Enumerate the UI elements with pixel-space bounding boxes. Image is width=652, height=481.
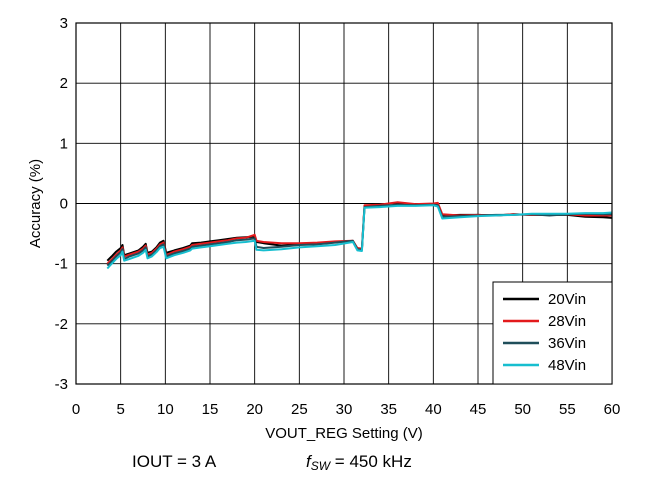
legend-label-36vin: 36Vin — [548, 335, 586, 352]
x-tick-label: 25 — [291, 401, 308, 418]
y-tick-label: -3 — [55, 376, 68, 393]
chart-series — [106, 201, 613, 270]
y-tick-label: 1 — [60, 135, 68, 152]
chart-grid — [76, 23, 612, 384]
y-tick-labels: 3 2 1 0 -1 -2 -3 — [55, 15, 68, 393]
x-tick-label: 15 — [202, 401, 219, 418]
y-tick-label: 0 — [60, 196, 68, 213]
y-tick-label: 3 — [60, 15, 68, 32]
x-tick-label: 60 — [604, 401, 621, 418]
fsw-value: = 450 kHz — [330, 452, 412, 471]
y-tick-label: -1 — [55, 256, 68, 273]
fsw-condition: fSW = 450 kHz — [306, 452, 412, 473]
fsw-subscript: SW — [310, 459, 331, 473]
fsw-symbol: f — [306, 452, 311, 471]
iout-condition: IOUT = 3 A — [132, 452, 217, 471]
x-tick-label: 5 — [116, 401, 124, 418]
test-conditions: IOUT = 3 A fSW = 450 kHz — [0, 452, 652, 476]
y-tick-label: -2 — [55, 316, 68, 333]
x-tick-label: 50 — [514, 401, 531, 418]
legend-label-28vin: 28Vin — [548, 313, 586, 330]
x-tick-labels: 0 5 10 15 20 25 30 35 40 45 50 55 60 — [72, 401, 621, 418]
x-tick-label: 55 — [559, 401, 576, 418]
y-tick-label: 2 — [60, 75, 68, 92]
x-axis-title: VOUT_REG Setting (V) — [265, 425, 423, 442]
x-tick-label: 30 — [336, 401, 353, 418]
x-tick-label: 45 — [470, 401, 487, 418]
series-line-28vin — [106, 201, 612, 265]
x-tick-label: 35 — [380, 401, 397, 418]
y-axis-title: Accuracy (%) — [27, 159, 44, 248]
chart-legend: 20Vin 28Vin 36Vin 48Vin — [492, 281, 613, 385]
series-line-48vin — [106, 204, 613, 270]
plot-area — [75, 22, 613, 385]
x-tick-label: 10 — [157, 401, 174, 418]
x-tick-label: 40 — [425, 401, 442, 418]
x-tick-label: 20 — [246, 401, 263, 418]
legend-label-48vin: 48Vin — [548, 357, 586, 374]
legend-label-20vin: 20Vin — [548, 291, 586, 308]
x-tick-label: 0 — [72, 401, 80, 418]
